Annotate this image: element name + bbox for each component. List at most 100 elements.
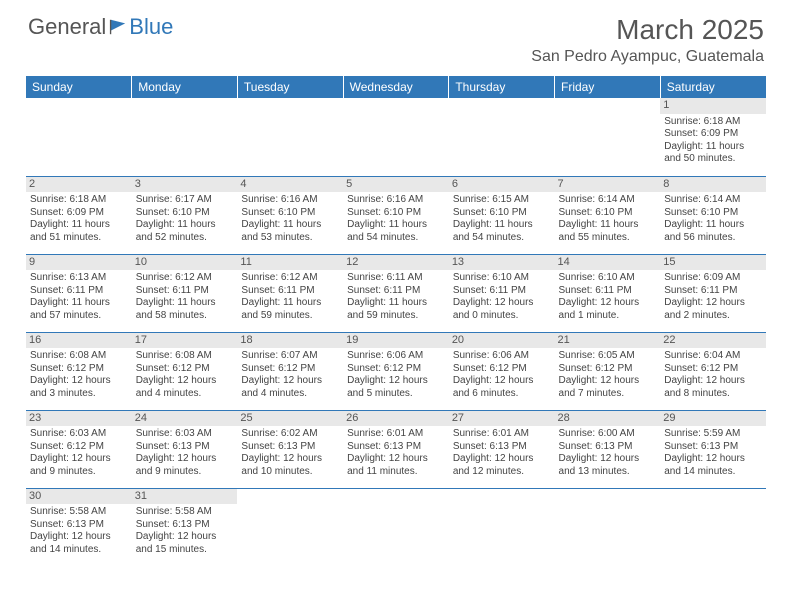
sunrise-line: Sunrise: 6:18 AM [30,194,128,207]
sunset-line: Sunset: 6:09 PM [30,207,128,220]
day-number: 19 [343,333,449,349]
day-number: 13 [449,255,555,271]
sunset-line: Sunset: 6:13 PM [559,441,657,454]
sunrise-line: Sunrise: 6:03 AM [30,428,128,441]
calendar-week-row: 1Sunrise: 6:18 AMSunset: 6:09 PMDaylight… [26,98,766,176]
calendar-day-cell [343,98,449,176]
calendar-day-cell: 14Sunrise: 6:10 AMSunset: 6:11 PMDayligh… [555,254,661,332]
calendar-day-cell: 7Sunrise: 6:14 AMSunset: 6:10 PMDaylight… [555,176,661,254]
day-header: Wednesday [343,76,449,98]
day-number: 21 [555,333,661,349]
calendar-day-cell: 12Sunrise: 6:11 AMSunset: 6:11 PMDayligh… [343,254,449,332]
day-number: 9 [26,255,132,271]
sunset-line: Sunset: 6:10 PM [453,207,551,220]
calendar-week-row: 30Sunrise: 5:58 AMSunset: 6:13 PMDayligh… [26,488,766,566]
calendar-day-cell: 2Sunrise: 6:18 AMSunset: 6:09 PMDaylight… [26,176,132,254]
daylight-line: Daylight: 12 hours and 14 minutes. [30,531,128,556]
daylight-line: Daylight: 12 hours and 12 minutes. [453,453,551,478]
calendar-day-cell: 15Sunrise: 6:09 AMSunset: 6:11 PMDayligh… [660,254,766,332]
day-number: 5 [343,177,449,193]
calendar-day-cell: 21Sunrise: 6:05 AMSunset: 6:12 PMDayligh… [555,332,661,410]
daylight-line: Daylight: 11 hours and 54 minutes. [453,219,551,244]
sunrise-line: Sunrise: 6:09 AM [664,272,762,285]
sunset-line: Sunset: 6:12 PM [30,363,128,376]
calendar-body: 1Sunrise: 6:18 AMSunset: 6:09 PMDaylight… [26,98,766,566]
sunset-line: Sunset: 6:12 PM [453,363,551,376]
day-number: 27 [449,411,555,427]
daylight-line: Daylight: 11 hours and 56 minutes. [664,219,762,244]
calendar-day-cell: 27Sunrise: 6:01 AMSunset: 6:13 PMDayligh… [449,410,555,488]
calendar-day-cell: 23Sunrise: 6:03 AMSunset: 6:12 PMDayligh… [26,410,132,488]
day-number: 23 [26,411,132,427]
day-number: 4 [237,177,343,193]
sunset-line: Sunset: 6:10 PM [347,207,445,220]
sunset-line: Sunset: 6:12 PM [559,363,657,376]
sunrise-line: Sunrise: 5:58 AM [30,506,128,519]
sunset-line: Sunset: 6:12 PM [664,363,762,376]
sunrise-line: Sunrise: 6:08 AM [136,350,234,363]
daylight-line: Daylight: 11 hours and 57 minutes. [30,297,128,322]
day-number: 14 [555,255,661,271]
header: General Blue March 2025 San Pedro Ayampu… [0,0,792,70]
day-number: 17 [132,333,238,349]
sunset-line: Sunset: 6:13 PM [136,441,234,454]
calendar-day-cell [449,98,555,176]
sunrise-line: Sunrise: 6:17 AM [136,194,234,207]
calendar-day-cell: 6Sunrise: 6:15 AMSunset: 6:10 PMDaylight… [449,176,555,254]
sunset-line: Sunset: 6:10 PM [136,207,234,220]
calendar-day-cell: 16Sunrise: 6:08 AMSunset: 6:12 PMDayligh… [26,332,132,410]
daylight-line: Daylight: 12 hours and 3 minutes. [30,375,128,400]
calendar-day-cell [237,98,343,176]
sunset-line: Sunset: 6:12 PM [347,363,445,376]
daylight-line: Daylight: 12 hours and 1 minute. [559,297,657,322]
calendar-day-cell: 24Sunrise: 6:03 AMSunset: 6:13 PMDayligh… [132,410,238,488]
daylight-line: Daylight: 11 hours and 55 minutes. [559,219,657,244]
logo-text-dark: General [28,14,106,40]
daylight-line: Daylight: 12 hours and 13 minutes. [559,453,657,478]
day-header: Tuesday [237,76,343,98]
daylight-line: Daylight: 11 hours and 58 minutes. [136,297,234,322]
daylight-line: Daylight: 12 hours and 4 minutes. [241,375,339,400]
sunrise-line: Sunrise: 6:14 AM [664,194,762,207]
day-number: 2 [26,177,132,193]
daylight-line: Daylight: 11 hours and 59 minutes. [241,297,339,322]
daylight-line: Daylight: 11 hours and 53 minutes. [241,219,339,244]
sunrise-line: Sunrise: 6:10 AM [559,272,657,285]
sunrise-line: Sunrise: 6:12 AM [136,272,234,285]
calendar-day-cell: 1Sunrise: 6:18 AMSunset: 6:09 PMDaylight… [660,98,766,176]
calendar-day-cell: 3Sunrise: 6:17 AMSunset: 6:10 PMDaylight… [132,176,238,254]
sunrise-line: Sunrise: 6:06 AM [453,350,551,363]
day-number: 22 [660,333,766,349]
daylight-line: Daylight: 12 hours and 5 minutes. [347,375,445,400]
sunrise-line: Sunrise: 6:12 AM [241,272,339,285]
calendar-day-cell [132,98,238,176]
calendar-day-cell [660,488,766,566]
daylight-line: Daylight: 11 hours and 52 minutes. [136,219,234,244]
sunrise-line: Sunrise: 5:58 AM [136,506,234,519]
calendar-day-cell: 25Sunrise: 6:02 AMSunset: 6:13 PMDayligh… [237,410,343,488]
sunrise-line: Sunrise: 6:00 AM [559,428,657,441]
logo: General Blue [28,14,173,40]
day-number: 31 [132,489,238,505]
sunset-line: Sunset: 6:13 PM [664,441,762,454]
calendar-day-cell: 30Sunrise: 5:58 AMSunset: 6:13 PMDayligh… [26,488,132,566]
sunrise-line: Sunrise: 6:01 AM [453,428,551,441]
calendar-day-cell: 19Sunrise: 6:06 AMSunset: 6:12 PMDayligh… [343,332,449,410]
day-number: 15 [660,255,766,271]
calendar-table: SundayMondayTuesdayWednesdayThursdayFrid… [26,76,766,566]
logo-text-blue: Blue [129,14,173,40]
daylight-line: Daylight: 12 hours and 6 minutes. [453,375,551,400]
day-header: Friday [555,76,661,98]
daylight-line: Daylight: 12 hours and 15 minutes. [136,531,234,556]
sunset-line: Sunset: 6:12 PM [30,441,128,454]
daylight-line: Daylight: 12 hours and 9 minutes. [136,453,234,478]
sunrise-line: Sunrise: 6:04 AM [664,350,762,363]
daylight-line: Daylight: 11 hours and 51 minutes. [30,219,128,244]
day-number: 29 [660,411,766,427]
location: San Pedro Ayampuc, Guatemala [531,48,764,66]
sunset-line: Sunset: 6:13 PM [453,441,551,454]
sunrise-line: Sunrise: 6:13 AM [30,272,128,285]
day-number: 26 [343,411,449,427]
sunrise-line: Sunrise: 6:14 AM [559,194,657,207]
calendar-day-cell: 18Sunrise: 6:07 AMSunset: 6:12 PMDayligh… [237,332,343,410]
